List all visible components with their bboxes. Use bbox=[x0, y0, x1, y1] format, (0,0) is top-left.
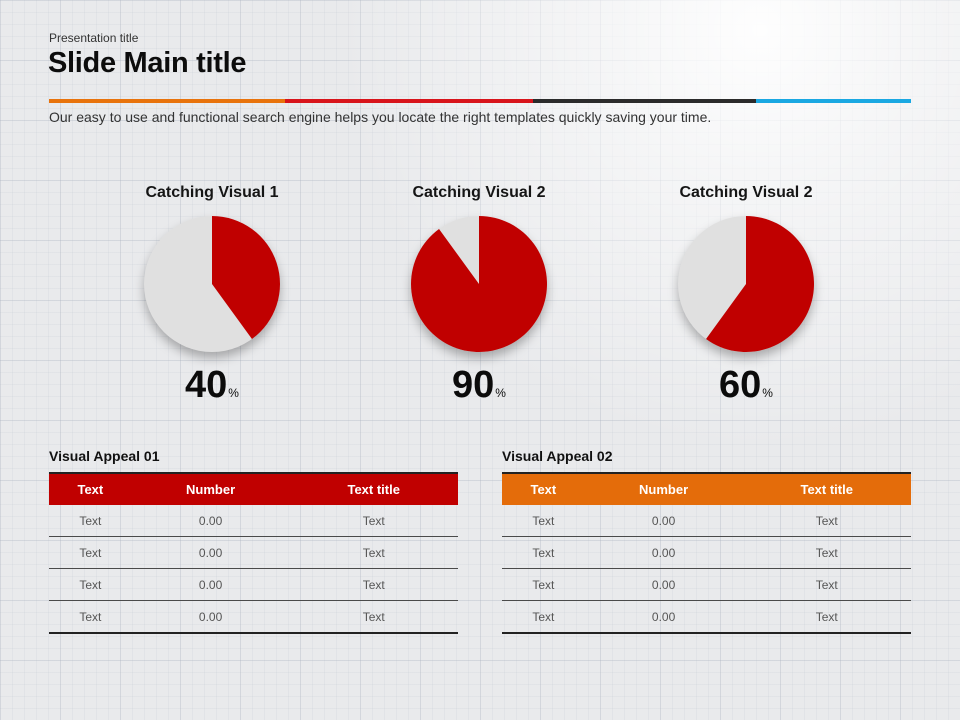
table-row: Text 0.00 Text bbox=[49, 505, 458, 537]
slide-subtitle: Our easy to use and functional search en… bbox=[49, 109, 712, 125]
pie-svg bbox=[411, 216, 548, 352]
table-cell: 0.00 bbox=[131, 568, 290, 601]
pie-value-slice bbox=[212, 216, 280, 340]
table-cell: Text bbox=[502, 536, 585, 569]
pie-title: Catching Visual 1 bbox=[145, 184, 279, 201]
table-cell: Text bbox=[49, 600, 132, 634]
table-row: Text 0.00 Text bbox=[49, 536, 458, 569]
table-header-row: Text Number Text title bbox=[502, 473, 911, 505]
column-header: Text bbox=[530, 482, 557, 497]
pie-svg bbox=[144, 216, 280, 352]
table-row: Text 0.00 Text bbox=[502, 505, 911, 537]
table-cell: Text bbox=[742, 536, 911, 569]
column-header: Text title bbox=[800, 482, 853, 497]
column-header: Number bbox=[186, 482, 236, 497]
table-cell: 0.00 bbox=[584, 505, 743, 537]
table-cell: Text bbox=[289, 568, 458, 601]
pie-value-label: 40% bbox=[185, 364, 239, 406]
table-cell: Text bbox=[742, 568, 911, 601]
pie-value-slice bbox=[706, 216, 815, 352]
pie-title: Catching Visual 2 bbox=[412, 184, 546, 201]
table-cell: Text bbox=[289, 536, 458, 569]
table-row: Text 0.00 Text bbox=[502, 568, 911, 601]
table-cell: Text bbox=[742, 505, 911, 537]
data-table: Text Number Text title Text 0.00 Text Te… bbox=[49, 472, 458, 634]
pie-value-label: 60% bbox=[719, 364, 773, 406]
accent-segment-orange bbox=[49, 99, 285, 103]
table-header-row: Text Number Text title bbox=[49, 473, 458, 505]
table-cell: Text bbox=[49, 536, 132, 569]
table-row: Text 0.00 Text bbox=[502, 536, 911, 569]
table-cell: Text bbox=[502, 568, 585, 601]
table-cell: Text bbox=[49, 505, 132, 537]
table-cell: Text bbox=[742, 600, 911, 634]
column-header: Number bbox=[639, 482, 689, 497]
pie-value-slice bbox=[411, 216, 548, 352]
pie-value-label: 90% bbox=[452, 364, 506, 406]
pie-chart-1: Catching Visual 1 40% bbox=[92, 184, 332, 407]
table-cell: Text bbox=[289, 505, 458, 537]
data-table: Text Number Text title Text 0.00 Text Te… bbox=[502, 472, 911, 634]
table-cell: 0.00 bbox=[584, 536, 743, 569]
table-cell: Text bbox=[502, 600, 585, 634]
table-cell: 0.00 bbox=[131, 505, 290, 537]
table-row: Text 0.00 Text bbox=[49, 568, 458, 601]
table-title: Visual Appeal 01 bbox=[49, 448, 160, 464]
accent-segment-blue bbox=[756, 99, 911, 103]
pie-svg bbox=[678, 216, 815, 352]
accent-segment-dark bbox=[533, 99, 756, 103]
table-row: Text 0.00 Text bbox=[49, 600, 458, 634]
table-cell: Text bbox=[289, 600, 458, 634]
table-cell: 0.00 bbox=[131, 536, 290, 569]
presentation-title: Presentation title bbox=[49, 31, 139, 45]
pie-chart-2: Catching Visual 2 90% bbox=[359, 184, 599, 407]
accent-segment-red bbox=[285, 99, 533, 103]
column-header: Text title bbox=[347, 482, 400, 497]
table-row: Text 0.00 Text bbox=[502, 600, 911, 634]
column-header: Text bbox=[77, 482, 104, 497]
pie-chart-3: Catching Visual 2 60% bbox=[626, 184, 866, 407]
table-cell: 0.00 bbox=[584, 600, 743, 634]
slide-main-title: Slide Main title bbox=[48, 47, 247, 79]
pie-title: Catching Visual 2 bbox=[679, 184, 813, 201]
table-cell: Text bbox=[49, 568, 132, 601]
table-visual-appeal-01: Visual Appeal 01 Text Number Text title … bbox=[49, 448, 458, 634]
table-visual-appeal-02: Visual Appeal 02 Text Number Text title … bbox=[502, 448, 911, 634]
table-title: Visual Appeal 02 bbox=[502, 448, 613, 464]
table-cell: Text bbox=[502, 505, 585, 537]
title-accent-bar bbox=[49, 99, 911, 103]
table-cell: 0.00 bbox=[131, 600, 290, 634]
table-cell: 0.00 bbox=[584, 568, 743, 601]
